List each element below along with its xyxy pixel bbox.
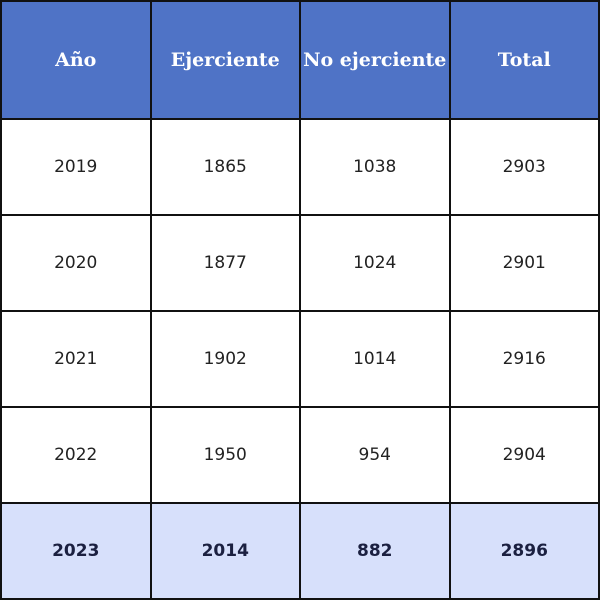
table-row: 2022 1950 954 2904	[0, 406, 600, 504]
table-row: 2019 1865 1038 2903	[0, 118, 600, 216]
table-cell: 2019	[0, 118, 152, 216]
table-cell: 2896	[448, 502, 600, 600]
table-cell: 2916	[448, 310, 600, 408]
table-cell: 2020	[0, 214, 152, 312]
header-cell: No ejerciente	[299, 0, 451, 120]
table-cell: 2021	[0, 310, 152, 408]
table-cell: 1950	[149, 406, 301, 504]
table-body: 2019 1865 1038 2903 2020 1877 1024 2901 2021 1902…	[0, 118, 600, 600]
table-row: 2023 2014 882 2896	[0, 502, 600, 600]
table-cell: 1865	[149, 118, 301, 216]
table-cell: 2901	[448, 214, 600, 312]
table-cell: 1902	[149, 310, 301, 408]
header-cell: Año	[0, 0, 152, 120]
header-row: Año Ejerciente No ejerciente Total	[0, 0, 600, 120]
table-cell: 2903	[448, 118, 600, 216]
header-cell: Ejerciente	[149, 0, 301, 120]
table-cell: 1024	[299, 214, 451, 312]
table-cell: 1877	[149, 214, 301, 312]
table-row: 2020 1877 1024 2901	[0, 214, 600, 312]
table-cell: 1014	[299, 310, 451, 408]
table-cell: 1038	[299, 118, 451, 216]
table-cell: 2904	[448, 406, 600, 504]
table-row: 2021 1902 1014 2916	[0, 310, 600, 408]
table-cell: 954	[299, 406, 451, 504]
header-cell: Total	[448, 0, 600, 120]
table-cell: 2023	[0, 502, 152, 600]
table-cell: 882	[299, 502, 451, 600]
table-cell: 2022	[0, 406, 152, 504]
table-cell: 2014	[149, 502, 301, 600]
